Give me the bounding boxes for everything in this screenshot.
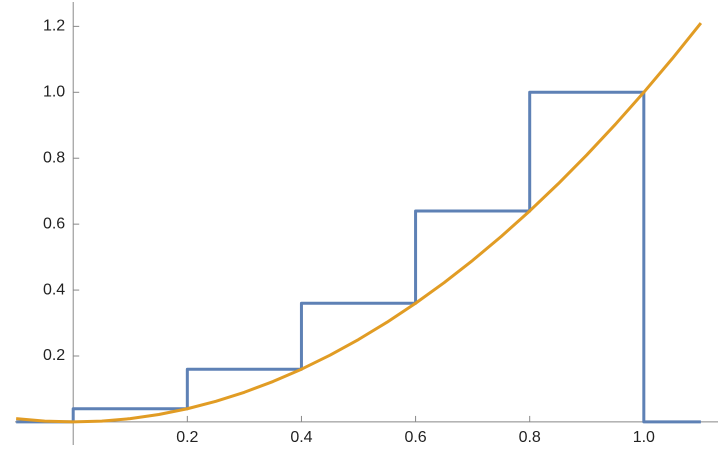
y-tick-label: 0.2 bbox=[43, 347, 65, 364]
x-tick-label: 0.8 bbox=[519, 429, 541, 446]
x-tick-label: 0.2 bbox=[176, 429, 198, 446]
series-line bbox=[16, 90, 701, 424]
x-tick-label: 0.6 bbox=[404, 429, 426, 446]
x-tick-label: 1.0 bbox=[633, 429, 655, 446]
y-tick-label: 1.2 bbox=[43, 18, 65, 35]
y-tick-label: 0.6 bbox=[43, 215, 65, 232]
y-tick-label: 0.4 bbox=[43, 281, 65, 298]
y-tick-label: 1.0 bbox=[43, 84, 65, 101]
x-tick-label: 0.4 bbox=[290, 429, 312, 446]
series-line bbox=[16, 22, 703, 424]
y-tick-label: 0.8 bbox=[43, 149, 65, 166]
